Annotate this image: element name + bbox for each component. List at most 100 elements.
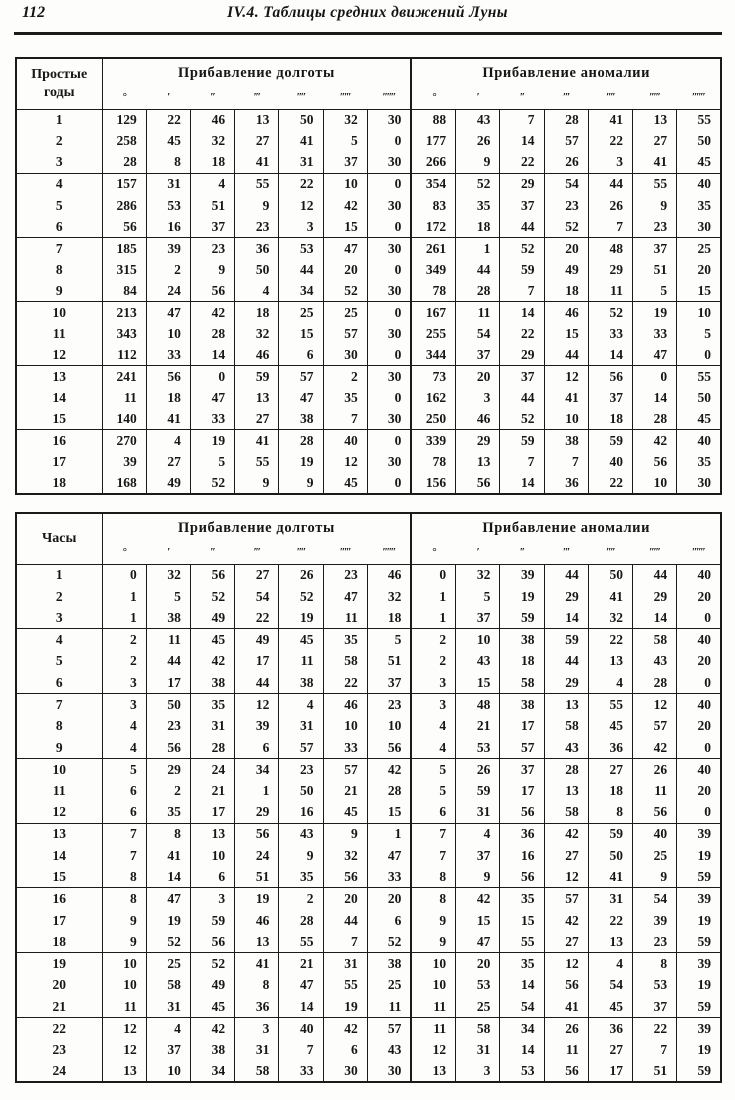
cell-anomaly: 44 <box>587 172 633 195</box>
cell-longitude: 14 <box>278 995 324 1018</box>
cell-longitude: 9 <box>234 194 279 216</box>
cell-longitude: 13 <box>234 387 279 409</box>
cell-anomaly: 11 <box>543 1039 589 1061</box>
cell-longitude: 10 <box>189 844 235 867</box>
unit-longitude-2: ′′ <box>190 85 235 110</box>
cell-anomaly: 14 <box>543 607 589 629</box>
cell-longitude: 42 <box>366 757 412 780</box>
cell-anomaly: 35 <box>455 194 500 216</box>
cell-anomaly: 59 <box>543 628 589 651</box>
cell-anomaly: 0 <box>410 564 456 586</box>
table-row: 9 84 24 56 4 34 52 30 78 28 7 18 11 5 15 <box>16 280 721 302</box>
unit-anomaly-1: ′ <box>455 540 500 565</box>
table-row: 14 11 18 47 13 47 35 0 162 3 44 41 37 14 50 <box>16 387 721 409</box>
cell-longitude: 30 <box>366 236 412 259</box>
cell-longitude: 52 <box>189 472 235 495</box>
cell-anomaly: 5 <box>410 757 456 780</box>
cell-anomaly: 14 <box>631 387 677 409</box>
cell-anomaly: 349 <box>410 258 456 281</box>
cell-longitude: 30 <box>366 151 412 174</box>
cell-anomaly: 250 <box>410 408 456 430</box>
cell-longitude: 7 <box>322 931 368 953</box>
cell-longitude: 38 <box>366 952 412 975</box>
cell-anomaly: 40 <box>676 429 721 452</box>
cell-anomaly: 27 <box>543 931 589 953</box>
cell-longitude: 84 <box>101 280 147 302</box>
cell-anomaly: 17 <box>587 1060 633 1083</box>
cell-longitude: 57 <box>366 1017 412 1040</box>
cell-anomaly: 56 <box>455 472 500 495</box>
cell-longitude: 56 <box>101 215 147 238</box>
cell-anomaly: 7 <box>499 280 545 302</box>
cell-longitude: 0 <box>366 301 412 323</box>
row-key: 7 <box>16 693 102 716</box>
cell-longitude: 19 <box>278 607 324 629</box>
unit-anomaly-2: ′′ <box>499 540 545 565</box>
cell-anomaly: 12 <box>631 693 677 716</box>
table-row: 7 185 39 23 36 53 47 30 261 1 52 20 48 37 25 <box>16 236 721 259</box>
cell-anomaly: 58 <box>543 715 589 737</box>
cell-anomaly: 50 <box>587 564 633 586</box>
table-row: 18 168 49 52 9 9 45 0 156 56 14 36 22 10 30 <box>16 472 721 495</box>
cell-anomaly: 14 <box>631 607 677 629</box>
cell-longitude: 30 <box>366 194 412 216</box>
cell-anomaly: 53 <box>499 1060 545 1083</box>
cell-anomaly: 45 <box>587 995 633 1018</box>
cell-anomaly: 19 <box>676 844 721 867</box>
cell-anomaly: 56 <box>543 1060 589 1083</box>
cell-anomaly: 11 <box>631 779 677 802</box>
cell-anomaly: 10 <box>455 628 500 651</box>
cell-longitude: 15 <box>322 215 368 238</box>
table-row: 9 4 56 28 6 57 33 56 4 53 57 43 36 42 0 <box>16 736 721 759</box>
unit-longitude-4: ′′′′ <box>278 540 324 565</box>
cell-anomaly: 29 <box>499 344 545 366</box>
cell-anomaly: 37 <box>499 194 545 216</box>
cell-longitude: 46 <box>322 693 368 716</box>
cell-longitude: 213 <box>101 301 147 323</box>
cell-longitude: 23 <box>278 757 324 780</box>
table-row: 3 28 8 18 41 31 37 30 266 9 22 26 3 41 45 <box>16 151 721 174</box>
cell-longitude: 21 <box>189 779 235 802</box>
cell-anomaly: 39 <box>676 952 721 975</box>
cell-longitude: 22 <box>234 607 279 629</box>
cell-anomaly: 15 <box>543 322 589 345</box>
cell-longitude: 55 <box>322 974 368 996</box>
cell-anomaly: 59 <box>499 258 545 281</box>
cell-longitude: 20 <box>322 887 368 910</box>
cell-longitude: 45 <box>189 628 235 651</box>
cell-longitude: 129 <box>101 109 147 131</box>
cell-anomaly: 41 <box>543 387 589 409</box>
cell-anomaly: 28 <box>455 280 500 302</box>
cell-anomaly: 36 <box>543 472 589 495</box>
cell-anomaly: 7 <box>410 822 456 845</box>
cell-longitude: 56 <box>189 931 235 953</box>
table-row: 3 1 38 49 22 19 11 18 1 37 59 14 32 14 0 <box>16 607 721 629</box>
cell-longitude: 14 <box>189 344 235 366</box>
cell-longitude: 7 <box>322 408 368 430</box>
table-row: 21 11 31 45 36 14 19 11 11 25 54 41 45 37 59 <box>16 995 721 1018</box>
cell-longitude: 0 <box>366 387 412 409</box>
cell-longitude: 58 <box>145 974 191 996</box>
cell-longitude: 11 <box>101 387 147 409</box>
table-row: 10 213 47 42 18 25 25 0 167 11 14 46 52 19 10 <box>16 301 721 323</box>
cell-anomaly: 59 <box>676 995 721 1018</box>
cell-anomaly: 57 <box>543 130 589 152</box>
cell-longitude: 46 <box>366 564 412 586</box>
cell-longitude: 38 <box>278 408 324 430</box>
cell-longitude: 4 <box>234 280 279 302</box>
cell-anomaly: 1 <box>455 236 500 259</box>
cell-anomaly: 45 <box>676 151 721 174</box>
cell-anomaly: 13 <box>587 650 633 672</box>
cell-anomaly: 31 <box>455 801 500 824</box>
cell-longitude: 31 <box>189 715 235 737</box>
unit-longitude-1: ′ <box>146 540 191 565</box>
cell-anomaly: 12 <box>543 866 589 888</box>
cell-anomaly: 33 <box>587 322 633 345</box>
cell-longitude: 31 <box>234 1039 279 1061</box>
cell-longitude: 33 <box>278 1060 324 1083</box>
table-row: 17 39 27 5 55 19 12 30 78 13 7 7 40 56 35 <box>16 451 721 473</box>
cell-longitude: 2 <box>145 779 191 802</box>
row-key: 2 <box>55 588 63 604</box>
cell-anomaly: 27 <box>587 757 633 780</box>
cell-longitude: 19 <box>189 429 235 452</box>
